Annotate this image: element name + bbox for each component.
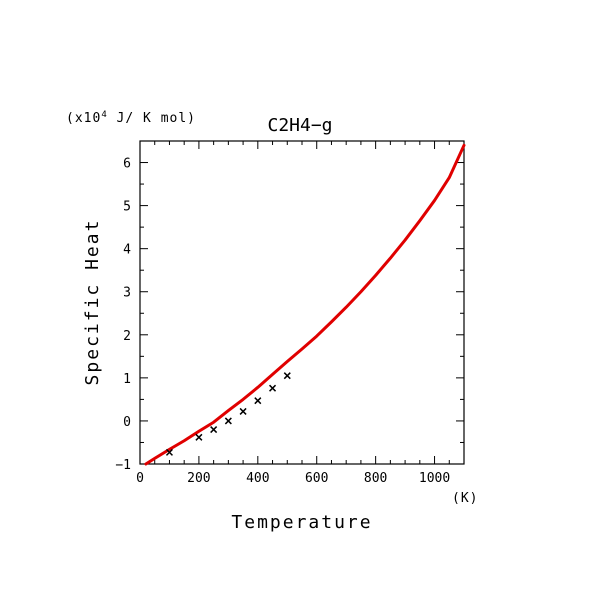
data-point-marker <box>224 417 232 425</box>
series-line-0 <box>144 143 466 466</box>
data-point-marker <box>269 384 277 392</box>
y-tick-label: 5 <box>123 200 131 215</box>
x-axis-title: Temperature <box>231 512 372 533</box>
x-tick-label: 800 <box>364 471 387 486</box>
y-unit-prefix: (x10 <box>66 111 101 126</box>
y-unit-label: (x104 J/ K mol) <box>66 110 196 126</box>
y-tick-label: 2 <box>123 329 131 344</box>
data-point-marker <box>283 372 291 380</box>
x-tick-label: 1000 <box>419 471 450 486</box>
x-tick-label: 200 <box>187 471 210 486</box>
axes-layer: 0 200 400 600 800 1000 −1 0 1 2 3 4 5 6 <box>115 140 465 486</box>
x-tick-label: 600 <box>305 471 328 486</box>
y-unit-suffix: J/ K mol) <box>108 111 196 126</box>
y-tick-label: 6 <box>123 157 131 172</box>
plot-frame <box>139 140 465 465</box>
data-point-marker <box>165 448 173 456</box>
x-tick-label: 0 <box>136 471 144 486</box>
x-unit-label: (K) <box>452 491 478 506</box>
y-axis-title: Specific Heat <box>82 219 103 386</box>
y-tick-label: 1 <box>123 372 131 387</box>
y-tick-label: −1 <box>115 458 131 473</box>
y-unit-exponent: 4 <box>101 110 107 120</box>
data-point-marker <box>210 426 218 434</box>
y-tick-label: 0 <box>123 415 131 430</box>
data-point-marker <box>254 397 262 405</box>
data-point-marker <box>195 433 203 441</box>
x-tick-label: 400 <box>246 471 269 486</box>
y-tick-label: 3 <box>123 286 131 301</box>
data-layer <box>144 143 466 466</box>
data-point-marker <box>239 407 247 415</box>
chart-title: C2H4−g <box>267 115 332 136</box>
y-tick-label: 4 <box>123 243 131 258</box>
